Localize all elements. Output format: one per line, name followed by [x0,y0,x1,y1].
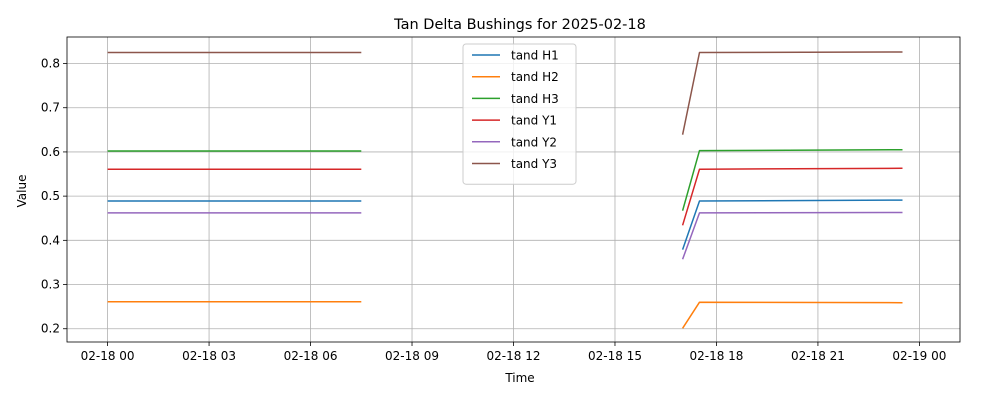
x-axis-ticks: 02-18 00 02-18 03 02-18 06 02-18 09 02-18 12… [81,342,946,363]
x-tick-label: 02-18 12 [487,349,541,363]
x-tick-label: 02-18 15 [588,349,642,363]
y-tick-label: 0.7 [41,101,60,115]
series-tand-y2 [107,211,903,260]
series-tand-h1 [107,199,903,250]
x-tick-label: 02-18 09 [385,349,439,363]
series-tand-h3 [107,148,903,211]
series-line-tand-h3 [681,148,903,211]
x-tick-label: 02-18 06 [284,349,338,363]
legend-item: tand Y1 [472,114,557,128]
y-tick-label: 0.2 [41,322,60,336]
legend-item: tand Y3 [472,157,557,171]
y-tick-label: 0.3 [41,278,60,292]
legend: tand H1 tand H2 tand H3 tand Y1 tand Y2 tand … [462,43,577,185]
x-tick-label: 02-18 21 [791,349,845,363]
series-line-tand-y3 [681,51,903,135]
series-line-tand-y2 [681,211,903,260]
legend-item: tand Y2 [472,135,557,149]
x-tick-label: 02-19 00 [892,349,946,363]
y-tick-label: 0.4 [41,233,60,247]
y-tick-label: 0.6 [41,145,60,159]
series-line-tand-y1 [681,167,903,226]
series-tand-h2 [107,301,903,329]
legend-item: tand H1 [472,49,559,63]
x-axis-label: Time [504,371,534,385]
y-axis-ticks: 0.2 0.3 0.4 0.5 0.6 0.7 0.8 [41,57,67,336]
legend-item: tand H3 [472,92,559,106]
x-tick-label: 02-18 18 [689,349,743,363]
y-axis-label: Value [15,175,29,208]
legend-label: tand Y3 [511,157,557,171]
y-tick-label: 0.8 [41,57,60,71]
x-tick-label: 02-18 00 [81,349,135,363]
chart-title: Tan Delta Bushings for 2025-02-18 [393,17,646,33]
series-line-tand-h2 [681,301,903,329]
series-line-tand-h1 [681,199,903,250]
legend-label: tand Y2 [511,135,557,149]
legend-box [462,43,577,185]
series-lines [107,51,903,329]
x-tick-label: 02-18 03 [182,349,236,363]
series-tand-y3 [107,51,903,135]
legend-item: tand H2 [472,70,559,84]
series-tand-y1 [107,167,903,226]
legend-label: tand H3 [511,92,559,106]
y-tick-label: 0.5 [41,189,60,203]
legend-label: tand H2 [511,70,559,84]
legend-label: tand H1 [511,49,559,63]
legend-label: tand Y1 [511,114,557,128]
